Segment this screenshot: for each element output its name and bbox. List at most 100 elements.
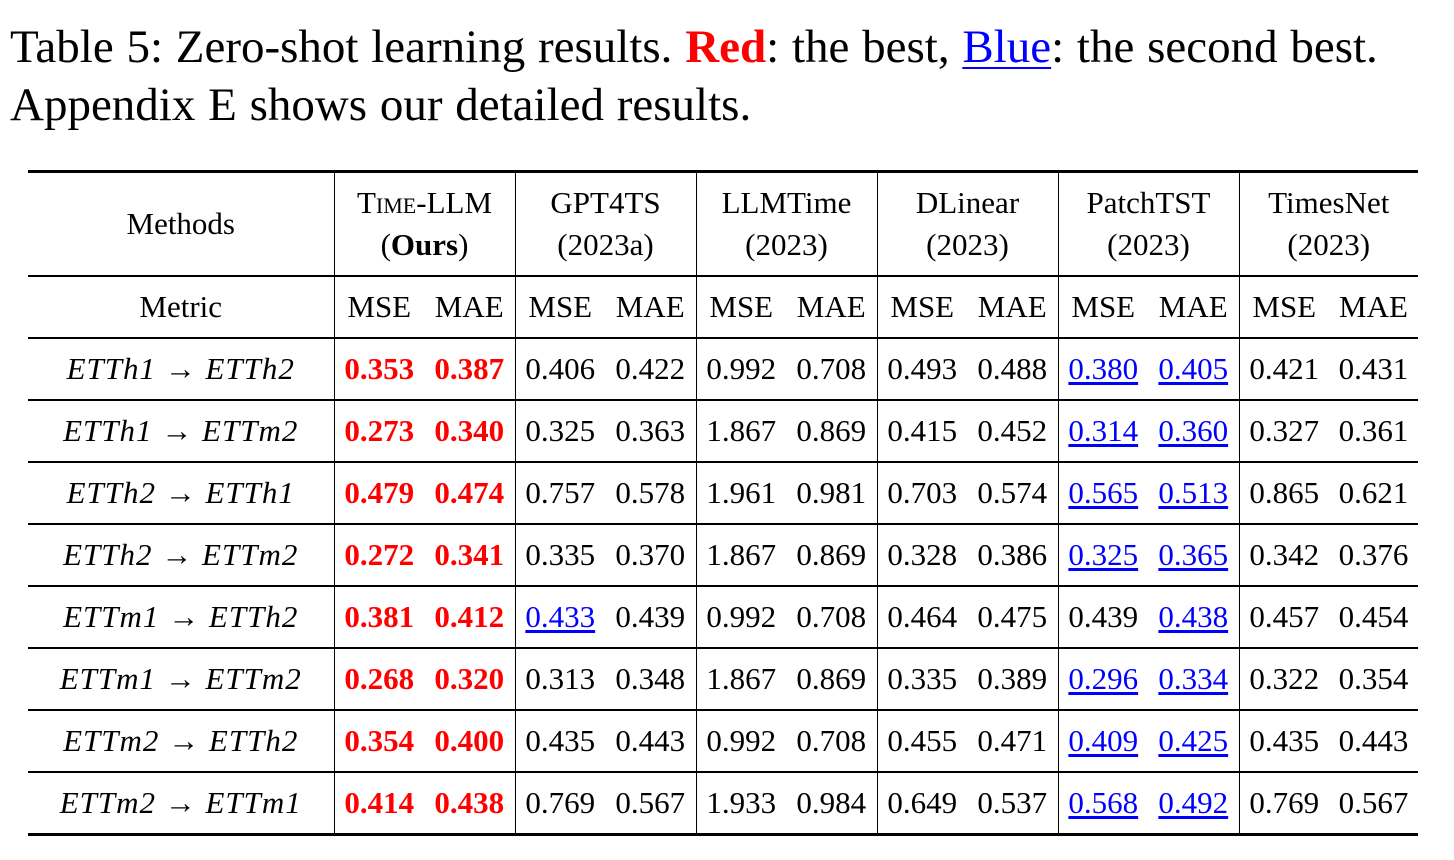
mse-value: 0.325 bbox=[525, 413, 596, 448]
mae-value: 0.474 bbox=[434, 475, 505, 510]
mse-value: 0.406 bbox=[525, 351, 596, 386]
mse-value: 0.328 bbox=[887, 537, 958, 572]
caption-suffix: : the second best. Appendix E shows our … bbox=[10, 21, 1378, 131]
table-cell: 0.406 bbox=[514, 337, 605, 400]
table-cell: 0.421 bbox=[1238, 337, 1329, 400]
table-cell: 0.479 bbox=[333, 461, 424, 524]
mse-value: 0.322 bbox=[1249, 661, 1320, 696]
mse-value: 0.769 bbox=[1249, 785, 1320, 820]
table-cell: 0.435 bbox=[514, 709, 605, 772]
metric-mae: MAE bbox=[605, 275, 696, 338]
table-cell: 0.567 bbox=[605, 771, 696, 835]
metric-mae: MAE bbox=[424, 275, 515, 338]
table-cell: 0.273 bbox=[333, 399, 424, 462]
table-cell: 0.984 bbox=[786, 771, 877, 835]
table-row: ETTh2 → ETTh1 0.479 0.474 0.757 0.578 1.961 0.… bbox=[28, 461, 1418, 524]
mae-value: 0.370 bbox=[615, 537, 686, 572]
mae-value: 0.361 bbox=[1338, 413, 1409, 448]
table-cell: 0.361 bbox=[1329, 399, 1418, 462]
mae-value: 0.348 bbox=[615, 661, 686, 696]
table-cell: 0.414 bbox=[333, 771, 424, 835]
table-row: ETTh2 → ETTm2 0.272 0.341 0.335 0.370 1.867 0.… bbox=[28, 523, 1418, 586]
method-header-timesnet: TimesNet (2023) bbox=[1238, 171, 1418, 276]
mse-value: 1.867 bbox=[706, 413, 777, 448]
table-cell: 0.296 bbox=[1057, 647, 1148, 710]
mae-value: 0.422 bbox=[615, 351, 686, 386]
mse-value: 1.933 bbox=[706, 785, 777, 820]
table-cell: 0.405 bbox=[1148, 337, 1239, 400]
mse-value: 0.433 bbox=[525, 599, 596, 634]
mae-value: 0.438 bbox=[1158, 599, 1229, 634]
mse-value: 0.649 bbox=[887, 785, 958, 820]
table-cell: 0.348 bbox=[605, 647, 696, 710]
table-cell: 0.353 bbox=[333, 337, 424, 400]
mse-value: 0.464 bbox=[887, 599, 958, 634]
method-year: (2023) bbox=[1287, 227, 1371, 262]
table-cell: 0.567 bbox=[1329, 771, 1418, 835]
method-header-dlinear: DLinear (2023) bbox=[876, 171, 1058, 276]
results-table: Methods Time-LLM (Ours) GPT4TS (2023a) L… bbox=[28, 170, 1418, 836]
mse-value: 0.335 bbox=[887, 661, 958, 696]
mse-value: 0.414 bbox=[344, 785, 415, 820]
mae-value: 0.320 bbox=[434, 661, 505, 696]
table-cell: 0.474 bbox=[424, 461, 515, 524]
table-cell: 0.493 bbox=[876, 337, 967, 400]
mae-value: 0.869 bbox=[796, 661, 867, 696]
table-cell: 1.867 bbox=[695, 647, 786, 710]
mae-value: 0.537 bbox=[977, 785, 1048, 820]
table-cell: 0.869 bbox=[786, 647, 877, 710]
mae-value: 0.471 bbox=[977, 723, 1048, 758]
mse-value: 0.327 bbox=[1249, 413, 1320, 448]
table-cell: 0.439 bbox=[605, 585, 696, 648]
mse-value: 0.479 bbox=[344, 475, 415, 510]
table-cell: 0.363 bbox=[605, 399, 696, 462]
table-cell: 0.268 bbox=[333, 647, 424, 710]
table-cell: 0.452 bbox=[967, 399, 1058, 462]
table-row: ETTm1 → ETTh2 0.381 0.412 0.433 0.439 0.992 0.… bbox=[28, 585, 1418, 648]
table-cell: 0.769 bbox=[1238, 771, 1329, 835]
row-label: ETTh2 → ETTh1 bbox=[28, 461, 334, 524]
table-cell: 0.471 bbox=[967, 709, 1058, 772]
table-cell: 0.365 bbox=[1148, 523, 1239, 586]
table-cell: 0.387 bbox=[424, 337, 515, 400]
mae-value: 0.574 bbox=[977, 475, 1048, 510]
table-cell: 0.574 bbox=[967, 461, 1058, 524]
method-year: (2023) bbox=[745, 227, 828, 262]
mae-value: 0.443 bbox=[615, 723, 686, 758]
mae-value: 0.488 bbox=[977, 351, 1048, 386]
mse-value: 0.493 bbox=[887, 351, 958, 386]
mae-value: 0.578 bbox=[615, 475, 686, 510]
table-cell: 0.314 bbox=[1057, 399, 1148, 462]
table-cell: 0.327 bbox=[1238, 399, 1329, 462]
mae-value: 0.869 bbox=[796, 413, 867, 448]
mse-value: 0.421 bbox=[1249, 351, 1320, 386]
mse-value: 0.757 bbox=[525, 475, 596, 510]
mae-value: 0.567 bbox=[1338, 785, 1409, 820]
mae-value: 0.365 bbox=[1158, 537, 1229, 572]
table-cell: 0.328 bbox=[876, 523, 967, 586]
table-cell: 0.992 bbox=[695, 709, 786, 772]
table-cell: 0.370 bbox=[605, 523, 696, 586]
table-cell: 0.488 bbox=[967, 337, 1058, 400]
table-cell: 0.354 bbox=[1329, 647, 1418, 710]
metric-mae: MAE bbox=[1148, 275, 1239, 338]
table-cell: 0.457 bbox=[1238, 585, 1329, 648]
metric-mse: MSE bbox=[514, 275, 605, 338]
mse-value: 0.325 bbox=[1068, 537, 1139, 572]
method-header-gpt4ts: GPT4TS (2023a) bbox=[514, 171, 696, 276]
method-name: DLinear bbox=[915, 185, 1020, 220]
table-cell: 0.455 bbox=[876, 709, 967, 772]
table-cell: 0.578 bbox=[605, 461, 696, 524]
table-cell: 0.400 bbox=[424, 709, 515, 772]
mae-value: 0.354 bbox=[1338, 661, 1409, 696]
mse-value: 0.335 bbox=[525, 537, 596, 572]
table-cell: 0.325 bbox=[1057, 523, 1148, 586]
table-cell: 0.313 bbox=[514, 647, 605, 710]
mae-value: 0.708 bbox=[796, 351, 867, 386]
table-cell: 0.381 bbox=[333, 585, 424, 648]
mae-value: 0.376 bbox=[1338, 537, 1409, 572]
mae-value: 0.454 bbox=[1338, 599, 1409, 634]
table-cell: 1.933 bbox=[695, 771, 786, 835]
mae-value: 0.431 bbox=[1338, 351, 1409, 386]
mse-value: 0.565 bbox=[1068, 475, 1139, 510]
